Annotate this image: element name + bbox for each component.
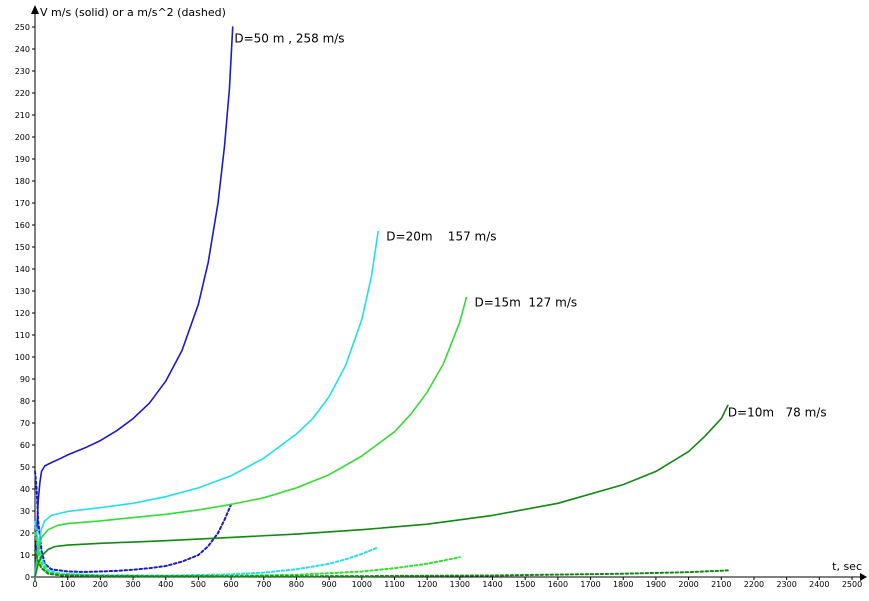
y-tick-label: 200 xyxy=(15,133,30,142)
series-line-5-dashed xyxy=(34,532,461,577)
x-tick-label: 1400 xyxy=(482,580,502,589)
x-tick-label: 1700 xyxy=(580,580,600,589)
x-tick-label: 0 xyxy=(32,580,37,589)
x-tick-label: 200 xyxy=(93,580,108,589)
y-tick-label: 190 xyxy=(15,155,30,164)
x-tick-label: 2100 xyxy=(711,580,731,589)
curve-annotation: D=50 m , 258 m/s xyxy=(234,31,344,45)
y-axis-label: V m/s (solid) or a m/s^2 (dashed) xyxy=(40,6,226,19)
x-tick-label: 2500 xyxy=(842,580,862,589)
x-tick-label: 1900 xyxy=(646,580,666,589)
y-tick-label: 50 xyxy=(20,463,30,472)
y-tick-label: 170 xyxy=(15,199,30,208)
curve-annotations: D=50 m , 258 m/s D=20m 157 m/s D=15m 127 m… xyxy=(234,31,826,419)
x-tick-label: 1800 xyxy=(613,580,633,589)
series-layer xyxy=(34,26,729,578)
axes xyxy=(31,5,867,581)
y-tick-label: 240 xyxy=(15,45,30,54)
series-line-7-dashed xyxy=(34,549,729,578)
y-tick-label: 40 xyxy=(20,485,30,494)
x-tick-label: 1600 xyxy=(548,580,568,589)
x-axis-label: t, sec xyxy=(832,560,862,573)
y-tick-label: 250 xyxy=(15,23,30,32)
curve-annotation: D=20m 157 m/s xyxy=(386,229,496,243)
x-tick-label: 2300 xyxy=(776,580,796,589)
x-ticks: 0 100 200 300 400 500 600 700 800 900 1000 1100 1200… xyxy=(32,577,862,589)
y-tick-label: 220 xyxy=(15,89,30,98)
series-line-6-solid xyxy=(34,404,729,578)
series-line-0-solid xyxy=(34,26,234,578)
y-tick-label: 230 xyxy=(15,67,30,76)
x-tick-label: 100 xyxy=(60,580,75,589)
y-ticks: 0 10 20 30 40 50 60 70 80 90 100 110 120 130 140 150 160… xyxy=(15,23,35,582)
curve-annotation: D=15m 127 m/s xyxy=(475,295,578,309)
series-line-4-solid xyxy=(34,296,468,578)
y-tick-label: 210 xyxy=(15,111,30,120)
x-tick-label: 1000 xyxy=(352,580,372,589)
x-tick-label: 1100 xyxy=(384,580,404,589)
x-tick-label: 2000 xyxy=(678,580,698,589)
y-tick-label: 10 xyxy=(20,551,30,560)
x-tick-label: 300 xyxy=(125,580,140,589)
y-tick-label: 160 xyxy=(15,221,30,230)
curve-annotation: D=10m 78 m/s xyxy=(728,405,827,419)
x-tick-label: 2400 xyxy=(809,580,829,589)
y-tick-label: 140 xyxy=(15,265,30,274)
x-tick-label: 2200 xyxy=(744,580,764,589)
y-tick-label: 20 xyxy=(20,529,30,538)
y-tick-label: 70 xyxy=(20,419,30,428)
x-tick-label: 1300 xyxy=(450,580,470,589)
x-tick-label: 800 xyxy=(289,580,304,589)
y-tick-label: 30 xyxy=(20,507,30,516)
series-line-3-dashed xyxy=(34,521,380,577)
y-tick-label: 130 xyxy=(15,287,30,296)
x-tick-label: 700 xyxy=(256,580,271,589)
y-tick-label: 150 xyxy=(15,243,30,252)
x-tick-label: 900 xyxy=(321,580,336,589)
y-axis-arrow-icon xyxy=(31,5,39,14)
x-tick-label: 500 xyxy=(191,580,206,589)
x-tick-label: 600 xyxy=(223,580,238,589)
series-line-1-dashed xyxy=(34,470,233,573)
y-tick-label: 80 xyxy=(20,397,30,406)
y-tick-label: 120 xyxy=(15,309,30,318)
y-tick-label: 90 xyxy=(20,375,30,384)
y-tick-label: 0 xyxy=(25,573,30,582)
series-line-2-solid xyxy=(34,230,379,578)
x-tick-label: 1200 xyxy=(417,580,437,589)
y-tick-label: 110 xyxy=(15,331,30,340)
x-tick-label: 1500 xyxy=(515,580,535,589)
y-tick-label: 100 xyxy=(15,353,30,362)
y-tick-label: 180 xyxy=(15,177,30,186)
x-tick-label: 400 xyxy=(158,580,173,589)
y-tick-label: 60 xyxy=(20,441,30,450)
x-axis-arrow-icon xyxy=(860,573,867,581)
